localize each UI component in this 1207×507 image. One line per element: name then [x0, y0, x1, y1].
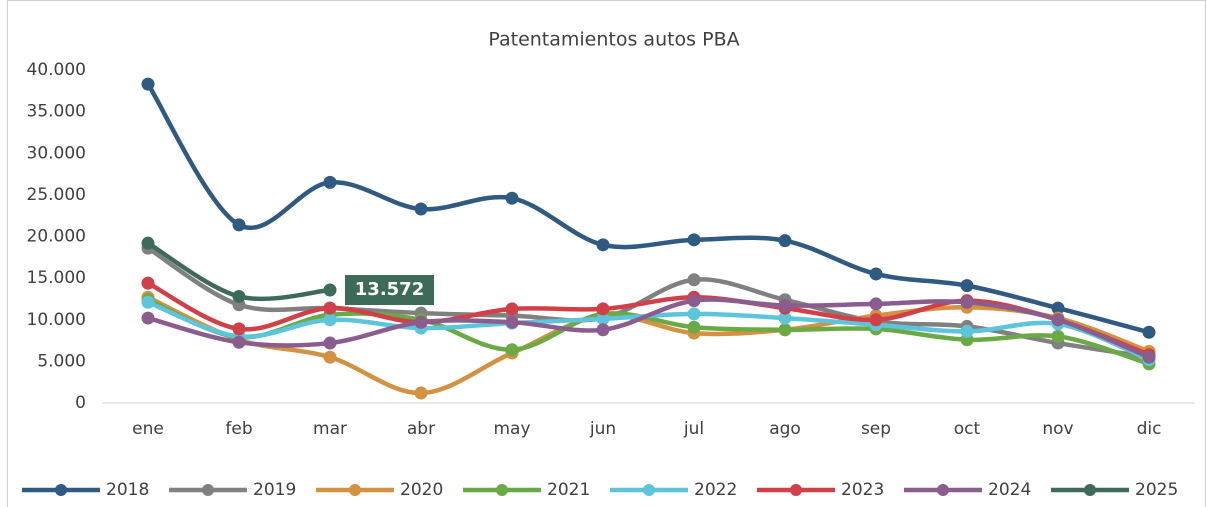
x-tick-label: abr [407, 419, 435, 439]
series-marker [869, 313, 883, 327]
series-marker [778, 299, 792, 313]
x-tick-label: nov [1042, 419, 1073, 439]
series-marker [323, 283, 337, 297]
series-marker [1142, 325, 1156, 339]
x-tick-label: ene [132, 419, 164, 439]
legend-label: 2019 [253, 480, 296, 500]
x-tick-label: oct [954, 419, 981, 439]
series-marker [232, 322, 246, 336]
legend-marker [496, 484, 508, 496]
series-marker [596, 302, 610, 316]
legend-label: 2021 [547, 480, 590, 500]
series-marker [505, 315, 519, 329]
series-marker [1051, 329, 1065, 343]
series-marker [687, 307, 701, 321]
chart-title: Patentamientos autos PBA [488, 29, 739, 51]
series-marker [141, 295, 155, 309]
series-marker [505, 343, 519, 357]
series-marker [414, 386, 428, 400]
series-marker [960, 324, 974, 338]
y-tick-label: 40.000 [27, 60, 86, 80]
legend-marker [202, 484, 214, 496]
x-tick-label: dic [1137, 419, 1162, 439]
data-label-box [345, 275, 434, 306]
series-marker [232, 335, 246, 349]
series-line [145, 297, 1152, 360]
series-marker [141, 311, 155, 325]
series-marker [141, 77, 155, 91]
x-tick-label: sep [861, 419, 891, 439]
y-tick-label: 30.000 [27, 143, 86, 163]
series-marker [596, 312, 610, 326]
series-marker [414, 315, 428, 329]
y-tick-label: 5.000 [37, 351, 86, 371]
series-marker [869, 267, 883, 281]
legend-marker [349, 484, 361, 496]
series-marker [778, 323, 792, 337]
series-marker [960, 279, 974, 293]
series-marker [596, 323, 610, 337]
y-tick-label: 25.000 [27, 185, 86, 205]
legend-label: 2023 [841, 480, 884, 500]
series-marker [323, 350, 337, 364]
series-marker [323, 313, 337, 327]
series-marker [687, 320, 701, 334]
series-marker [505, 302, 519, 316]
y-tick-label: 10.000 [27, 310, 86, 330]
y-tick-label: 20.000 [27, 227, 86, 247]
x-tick-label: jul [683, 419, 704, 439]
legend-label: 2025 [1135, 480, 1178, 500]
chart-border [7, 0, 1206, 507]
x-tick-label: mar [313, 419, 347, 439]
series-marker [232, 218, 246, 232]
series-marker [323, 175, 337, 189]
legend-label: 2018 [106, 480, 149, 500]
series-marker [778, 311, 792, 325]
legend-label: 2020 [400, 480, 443, 500]
y-tick-label: 0 [75, 393, 86, 413]
legend-label: 2024 [988, 480, 1031, 500]
y-tick-label: 35.000 [27, 102, 86, 122]
x-tick-label: may [493, 419, 530, 439]
series-marker [1051, 313, 1065, 327]
y-tick-label: 15.000 [27, 268, 86, 288]
x-tick-label: feb [225, 419, 252, 439]
legend-label: 2022 [694, 480, 737, 500]
series-marker [232, 289, 246, 303]
series-marker [1142, 350, 1156, 364]
series-marker [141, 236, 155, 250]
series-marker [960, 295, 974, 309]
x-tick-label: ago [769, 419, 801, 439]
legend-marker [1084, 484, 1096, 496]
series-marker [687, 294, 701, 308]
series-marker [869, 297, 883, 311]
legend-marker [55, 484, 67, 496]
data-label: 13.572 [355, 279, 424, 300]
series-marker [141, 276, 155, 290]
x-tick-label: jun [589, 419, 616, 439]
series-marker [505, 191, 519, 205]
legend-marker [937, 484, 949, 496]
series-marker [778, 234, 792, 248]
series-marker [596, 238, 610, 252]
series-marker [1051, 301, 1065, 315]
series-marker [687, 273, 701, 287]
series-marker [414, 202, 428, 216]
legend-marker [643, 484, 655, 496]
series-marker [323, 301, 337, 315]
series-marker [687, 233, 701, 247]
series-marker [323, 336, 337, 350]
legend-marker [790, 484, 802, 496]
